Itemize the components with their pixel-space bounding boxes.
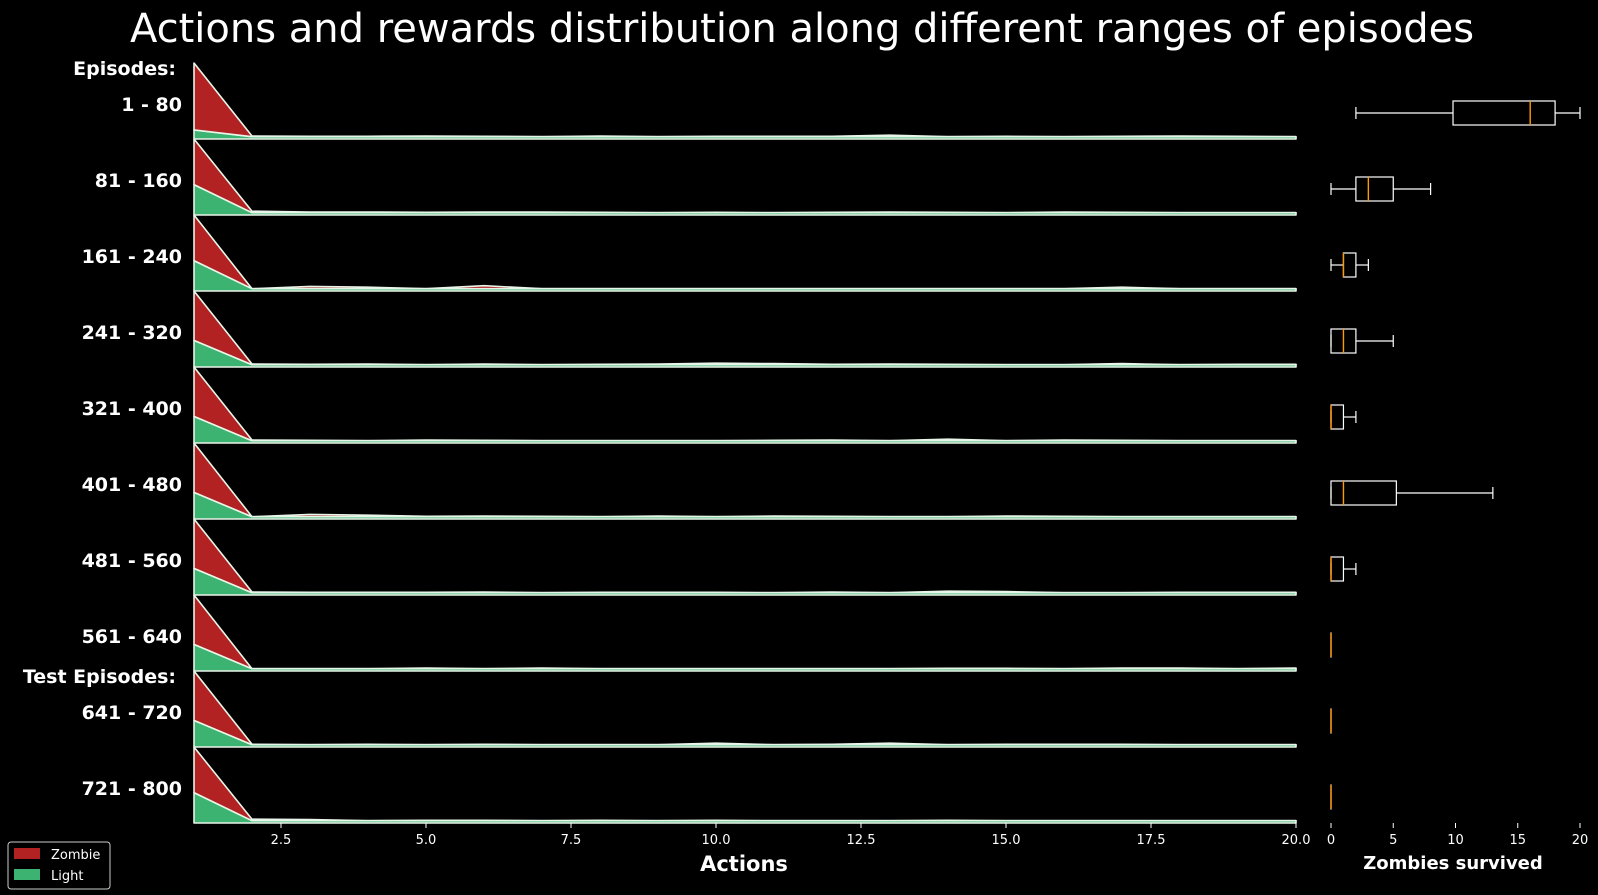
iqr-box	[1330, 556, 1345, 582]
legend-label-light: Light	[51, 869, 83, 884]
x-tick-label: 15.0	[992, 833, 1021, 848]
area-light	[193, 567, 1297, 596]
iqr-box	[1342, 252, 1357, 278]
legend: Zombie Light	[7, 841, 111, 890]
area-zombie	[193, 670, 1297, 746]
zombies-x-axis: 0 5 10 15 20	[1327, 823, 1588, 848]
legend-swatch-light	[14, 869, 40, 880]
boxplot-panel	[1330, 100, 1581, 810]
actions-x-axis: 2.5 5.0 7.5 10.0 12.5 15.0 17.5 20.0	[271, 823, 1311, 848]
row-label: 241 - 320	[82, 322, 182, 344]
area-zombie	[193, 366, 1297, 442]
row-label: 561 - 640	[82, 626, 182, 648]
ridge-row-6: 401 - 480	[82, 442, 1297, 520]
row-label: 81 - 160	[95, 170, 182, 192]
boxplot-x-tick-label: 10	[1447, 833, 1464, 848]
boxplot-x-tick-label: 0	[1327, 833, 1335, 848]
row-label: 481 - 560	[82, 550, 182, 572]
row-label: 321 - 400	[82, 398, 182, 420]
group-label-test-episodes: Test Episodes:	[23, 666, 176, 688]
area-zombie	[193, 138, 1297, 214]
ridge-row-7: 481 - 560	[82, 518, 1297, 596]
legend-label-zombie: Zombie	[51, 848, 100, 863]
row-label: 641 - 720	[82, 702, 182, 724]
boxplot-x-tick-label: 15	[1509, 833, 1526, 848]
area-light	[193, 129, 1297, 140]
boxplot-6	[1330, 480, 1494, 506]
x-tick-label: 2.5	[271, 833, 292, 848]
ridge-row-2: 81 - 160	[95, 138, 1297, 216]
iqr-box	[1330, 480, 1397, 506]
area-zombie	[193, 518, 1297, 594]
area-light	[193, 791, 1297, 824]
area-light	[193, 183, 1297, 216]
iqr-box	[1452, 100, 1556, 126]
ridge-row-3: 161 - 240	[82, 214, 1297, 292]
area-light	[193, 643, 1297, 672]
row-label: 161 - 240	[82, 246, 182, 268]
group-label-episodes: Episodes:	[73, 58, 176, 80]
legend-swatch-zombie	[14, 848, 40, 859]
boxplot-4	[1330, 328, 1394, 354]
boxplot-5	[1330, 404, 1357, 430]
boxplot-x-tick-label: 5	[1389, 833, 1397, 848]
boxplot-2	[1330, 176, 1432, 202]
row-label: 1 - 80	[121, 94, 182, 116]
x-tick-label: 12.5	[847, 833, 876, 848]
area-zombie	[193, 442, 1297, 518]
area-zombie	[193, 594, 1297, 670]
ridge-row-4: 241 - 320	[82, 290, 1297, 368]
x-tick-label: 5.0	[416, 833, 437, 848]
x-tick-label: 17.5	[1137, 833, 1166, 848]
area-zombie	[193, 746, 1297, 822]
row-label: 721 - 800	[82, 778, 182, 800]
x-tick-label: 20.0	[1282, 833, 1311, 848]
iqr-box	[1330, 404, 1345, 430]
area-zombie	[193, 62, 1297, 138]
chart-title: Actions and rewards distribution along d…	[130, 6, 1474, 52]
boxplot-x-axis-label: Zombies survived	[1363, 853, 1543, 874]
row-label: 401 - 480	[82, 474, 182, 496]
ridge-row-10: 721 - 800	[82, 746, 1297, 824]
boxplot-1	[1355, 100, 1581, 126]
boxplot-7	[1330, 556, 1357, 582]
area-light	[193, 719, 1297, 748]
iqr-box	[1355, 176, 1394, 202]
boxplot-3	[1330, 252, 1369, 278]
area-light	[193, 415, 1297, 444]
ridge-row-5: 321 - 400	[82, 366, 1297, 444]
area-zombie	[193, 290, 1297, 366]
ridge-row-1: 1 - 80	[121, 62, 1297, 140]
boxplot-x-tick-label: 20	[1572, 833, 1589, 848]
x-tick-label: 7.5	[561, 833, 582, 848]
area-zombie	[193, 214, 1297, 290]
ridge-row-8: 561 - 640	[82, 594, 1297, 672]
x-tick-label: 10.0	[702, 833, 731, 848]
ridge-row-9: 641 - 720	[82, 670, 1297, 748]
ridge-rows: 1 - 80 81 - 160 161 - 240 241 - 320 321 - 40…	[82, 62, 1297, 824]
x-axis-label: Actions	[700, 852, 788, 876]
